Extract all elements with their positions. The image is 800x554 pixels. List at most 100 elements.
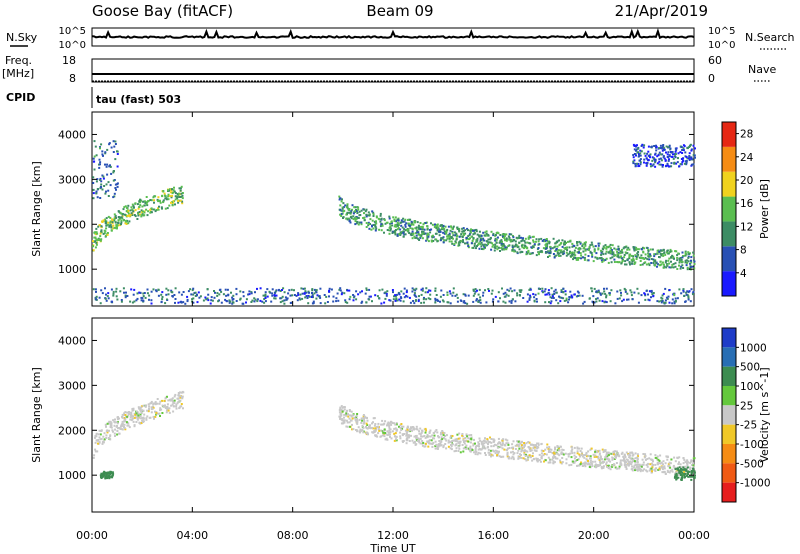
- scatter-cell: [281, 300, 284, 303]
- scatter-cell: [571, 452, 574, 455]
- scatter-cell: [516, 452, 519, 455]
- scatter-cell: [634, 452, 637, 455]
- scatter-cell: [145, 417, 148, 420]
- scatter-cell: [180, 293, 183, 296]
- scatter-cell: [685, 264, 688, 267]
- scatter-cell: [671, 151, 674, 153]
- scatter-cell: [420, 293, 423, 296]
- scatter-cell: [654, 159, 657, 162]
- scatter-cell: [388, 422, 391, 425]
- scatter-cell: [364, 292, 367, 295]
- scatter-cell: [461, 236, 464, 239]
- scatter-cell: [680, 265, 683, 268]
- scatter-cell: [313, 292, 316, 295]
- scatter-cell: [464, 293, 467, 296]
- scatter-cell: [604, 244, 607, 247]
- scatter-cell: [432, 235, 435, 238]
- scatter-cell: [121, 215, 124, 217]
- scatter-cell: [497, 246, 500, 249]
- scatter-cell: [693, 457, 696, 460]
- scatter-cell: [145, 208, 148, 211]
- scatter-cell: [599, 458, 602, 461]
- scatter-cell: [475, 445, 477, 448]
- scatter-cell: [520, 289, 523, 292]
- scatter-cell: [662, 155, 665, 158]
- colorbar-swatch: [722, 463, 736, 483]
- scatter-cell: [101, 150, 104, 153]
- scatter-cell: [549, 302, 552, 305]
- scatter-cell: [513, 452, 516, 455]
- scatter-cell: [688, 159, 691, 161]
- scatter-cell: [516, 294, 519, 297]
- scatter-cell: [432, 437, 434, 440]
- scatter-cell: [177, 401, 180, 403]
- scatter-cell: [469, 229, 472, 232]
- scatter-cell: [660, 254, 663, 257]
- scatter-cell: [137, 414, 140, 417]
- scatter-cell: [152, 405, 154, 408]
- scatter-cell: [603, 301, 606, 304]
- scatter-cell: [551, 458, 554, 461]
- scatter-cell: [274, 290, 277, 293]
- scatter-cell: [462, 447, 465, 450]
- scatter-cell: [140, 209, 143, 212]
- scatter-cell: [557, 253, 560, 256]
- scatter-cell: [192, 287, 195, 290]
- scatter-cell: [635, 154, 637, 157]
- scatter-cell: [160, 206, 163, 209]
- scatter-cell: [659, 157, 662, 160]
- scatter-cell: [402, 220, 405, 223]
- scatter-cell: [418, 440, 421, 443]
- scatter-cell: [283, 291, 286, 294]
- scatter-cell: [692, 144, 695, 147]
- scatter-cell: [587, 255, 590, 257]
- scatter-cell: [462, 293, 465, 296]
- scatter-cell: [649, 253, 652, 256]
- scatter-cell: [690, 149, 693, 152]
- scatter-cell: [123, 206, 126, 209]
- scatter-cell: [643, 247, 645, 250]
- scatter-cell: [386, 229, 389, 231]
- scatter-cell: [134, 413, 137, 416]
- scatter-cell: [511, 298, 514, 301]
- scatter-cell: [484, 437, 486, 440]
- scatter-cell: [404, 223, 407, 226]
- scatter-cell: [95, 432, 98, 435]
- scatter-cell: [283, 299, 286, 302]
- scatter-cell: [693, 154, 696, 157]
- scatter-cell: [367, 224, 370, 227]
- scatter-cell: [608, 292, 611, 295]
- scatter-cell: [683, 162, 686, 165]
- scatter-cell: [154, 410, 156, 413]
- scatter-cell: [434, 287, 437, 290]
- scatter-cell: [679, 151, 682, 154]
- scatter-cell: [616, 250, 619, 253]
- scatter-cell: [532, 239, 535, 242]
- scatter-cell: [388, 424, 391, 427]
- cpid-value: tau (fast) 503: [96, 93, 181, 106]
- scatter-cell: [486, 240, 489, 243]
- scatter-cell: [441, 438, 444, 441]
- freq-label: Freq.: [5, 54, 32, 67]
- scatter-cell: [340, 293, 343, 296]
- scatter-cell: [404, 429, 407, 432]
- scatter-cell: [179, 394, 182, 397]
- scatter-cell: [461, 444, 464, 446]
- scatter-cell: [619, 252, 622, 255]
- colorbar-swatch: [722, 405, 736, 425]
- scatter-cell: [139, 413, 142, 416]
- scatter-cell: [555, 248, 558, 251]
- range-axis-title: Slant Range [km]: [30, 161, 43, 257]
- scatter-cell: [344, 204, 347, 207]
- scatter-cell: [672, 157, 675, 160]
- scatter-cell: [659, 252, 662, 255]
- scatter-cell: [263, 298, 266, 300]
- scatter-cell: [174, 298, 177, 300]
- scatter-cell: [342, 206, 345, 209]
- scatter-cell: [658, 163, 661, 166]
- scatter-cell: [213, 296, 216, 299]
- scatter-cell: [671, 266, 674, 269]
- scatter-cell: [408, 296, 411, 299]
- scatter-cell: [394, 427, 397, 430]
- scatter-cell: [679, 463, 682, 466]
